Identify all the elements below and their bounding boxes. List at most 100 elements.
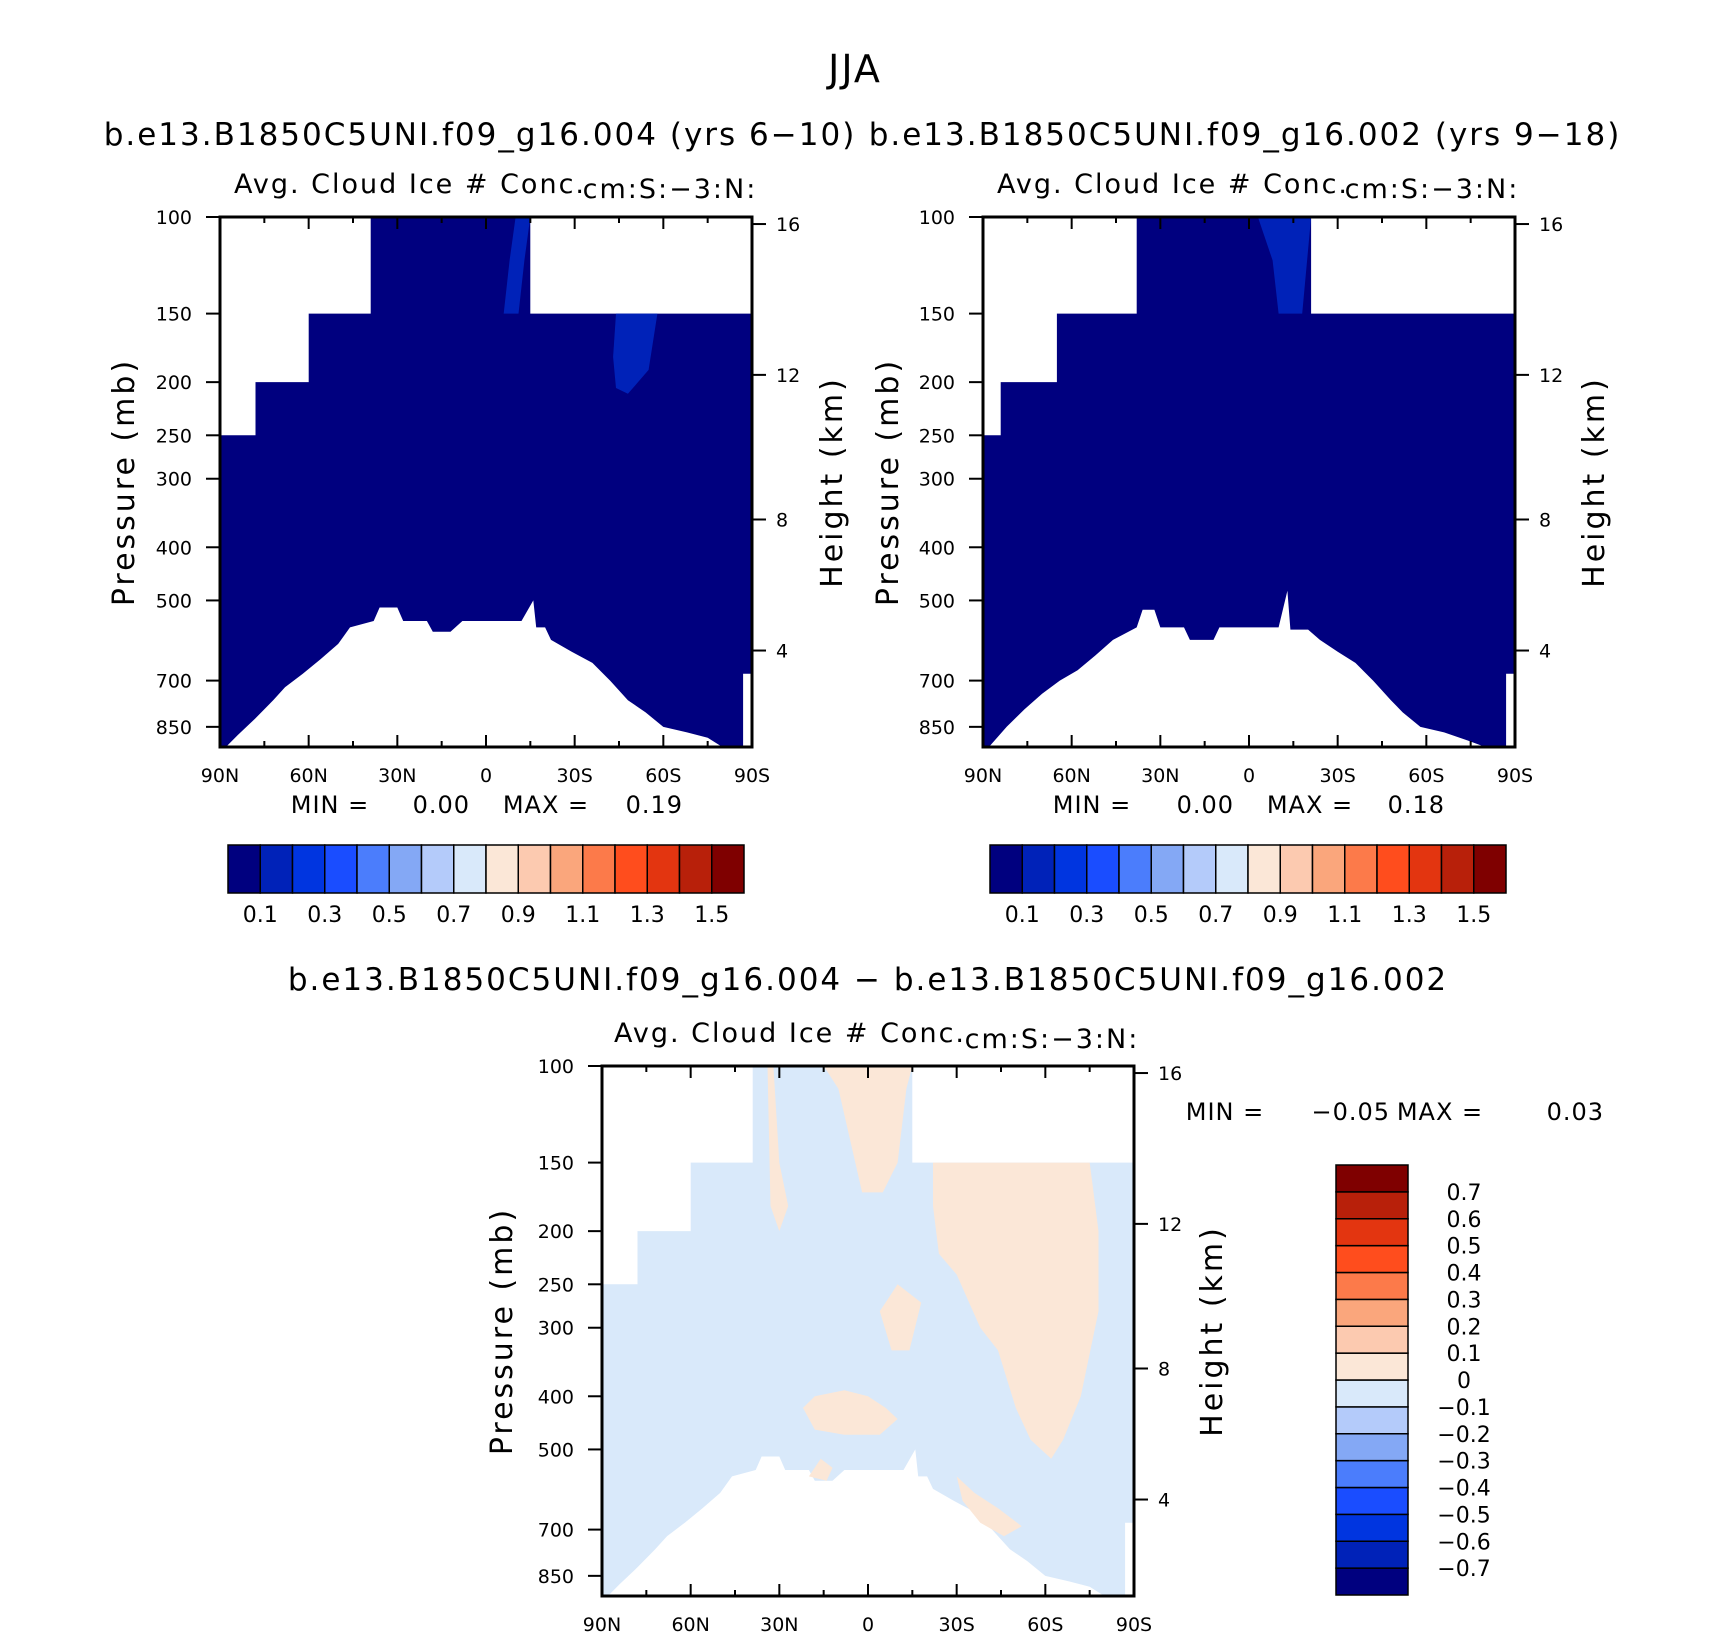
y-axis: 100 150 200 250 300 400 500 700 850 Pressure (mb) bbox=[871, 207, 983, 739]
colorbar-label: 0.5 bbox=[372, 903, 407, 928]
y-axis-title: Pressure (mb) bbox=[485, 1207, 520, 1455]
max-label: MAX = bbox=[1267, 791, 1353, 819]
colorbar-label: −0.6 bbox=[1437, 1530, 1490, 1555]
colorbar-label: −0.2 bbox=[1437, 1423, 1490, 1448]
min-label: MIN = bbox=[291, 791, 369, 819]
field-region bbox=[767, 1066, 789, 1232]
colorbar-label: 0.3 bbox=[1447, 1288, 1482, 1313]
x-tick-label: 90N bbox=[964, 765, 1002, 787]
y-tick-label: 150 bbox=[919, 304, 955, 326]
y-tick-label: 300 bbox=[156, 469, 192, 491]
y-tick-label: 250 bbox=[538, 1274, 574, 1296]
colorbar-box bbox=[1335, 1325, 1409, 1354]
colorbar-box bbox=[517, 844, 552, 894]
x-tick-label: 30N bbox=[378, 765, 416, 787]
y2-axis: 16 12 8 4 Height (km) bbox=[1515, 214, 1612, 663]
colorbar-box bbox=[1247, 844, 1281, 894]
colorbar-box bbox=[1086, 844, 1120, 894]
colorbar-label: 0.1 bbox=[1005, 903, 1040, 928]
colorbar-label: 1.3 bbox=[630, 903, 665, 928]
colorbar-box bbox=[1215, 844, 1249, 894]
y2-tick-label: 12 bbox=[776, 365, 800, 387]
y-tick-label: 150 bbox=[538, 1153, 574, 1175]
y-tick-label: 250 bbox=[156, 425, 192, 447]
colorbar-box bbox=[1279, 844, 1314, 894]
y-tick-label: 850 bbox=[919, 717, 955, 739]
colorbar-label: 0.7 bbox=[1447, 1181, 1482, 1206]
y-tick-label: 700 bbox=[919, 671, 955, 693]
y-axis-title: Pressure (mb) bbox=[107, 358, 142, 606]
panel-panel1: b.e13.B1850C5UNI.f09_g16.004 (yrs 6−10) A… bbox=[104, 117, 855, 928]
y2-tick-label: 12 bbox=[1158, 1214, 1182, 1236]
y-tick-label: 500 bbox=[538, 1439, 574, 1461]
x-tick-label: 60S bbox=[1027, 1614, 1063, 1636]
x-tick-label: 0 bbox=[1243, 765, 1255, 787]
colorbar-box bbox=[453, 844, 487, 894]
y-tick-label: 500 bbox=[919, 590, 955, 612]
y-tick-label: 400 bbox=[156, 537, 192, 559]
min-label: MIN = bbox=[1186, 1098, 1264, 1126]
field bbox=[983, 217, 1515, 747]
colorbar-box bbox=[1335, 1218, 1409, 1247]
colorbar-box bbox=[646, 844, 681, 894]
y-tick-label: 300 bbox=[538, 1318, 574, 1340]
field-region bbox=[808, 1458, 833, 1481]
y-tick-label: 400 bbox=[919, 537, 955, 559]
colorbar-box bbox=[1335, 1352, 1409, 1381]
y2-axis: 16 12 8 4 Height (km) bbox=[1134, 1063, 1230, 1512]
min-value: 0.00 bbox=[1177, 791, 1234, 819]
y2-axis-title: Height (km) bbox=[1577, 376, 1612, 588]
field-region bbox=[879, 1284, 922, 1351]
colorbar-label: 1.3 bbox=[1392, 903, 1427, 928]
colorbar-box bbox=[1021, 844, 1056, 894]
colorbar-box bbox=[485, 844, 519, 894]
panel-subtitle: Avg. Cloud Ice # Conc. bbox=[614, 1018, 966, 1049]
panel-units: cm:S:−3:N: bbox=[1345, 174, 1520, 205]
colorbar-label: −0.5 bbox=[1437, 1503, 1490, 1528]
max-value: 0.18 bbox=[1388, 791, 1445, 819]
colorbar-box bbox=[1440, 844, 1475, 894]
y-tick-label: 250 bbox=[919, 425, 955, 447]
max-value: 0.19 bbox=[626, 791, 683, 819]
colorbar-box bbox=[549, 844, 584, 894]
panel-panel2: b.e13.B1850C5UNI.f09_g16.002 (yrs 9−18) A… bbox=[869, 117, 1620, 928]
colorbar-box bbox=[420, 844, 455, 894]
x-axis: 90N 60N 30N 0 30S 60S 90S bbox=[201, 217, 770, 787]
colorbar-box bbox=[227, 844, 261, 894]
y2-tick-label: 4 bbox=[1539, 641, 1551, 663]
y2-axis-title: Height (km) bbox=[1195, 1225, 1230, 1437]
y-tick-label: 500 bbox=[156, 590, 192, 612]
field-region bbox=[933, 1162, 1099, 1459]
y2-tick-label: 12 bbox=[1539, 365, 1563, 387]
colorbar-box bbox=[1335, 1540, 1409, 1569]
y2-tick-label: 8 bbox=[776, 510, 788, 532]
y-tick-label: 300 bbox=[919, 469, 955, 491]
colorbar-label: 0.7 bbox=[436, 903, 471, 928]
field-region bbox=[956, 1476, 1022, 1537]
y-tick-label: 400 bbox=[538, 1386, 574, 1408]
colorbar-box bbox=[1335, 1191, 1409, 1220]
colorbar-label: −0.3 bbox=[1437, 1450, 1490, 1475]
field-region bbox=[613, 313, 658, 394]
colorbar-label: 1.1 bbox=[565, 903, 600, 928]
min-label: MIN = bbox=[1053, 791, 1131, 819]
x-tick-label: 30N bbox=[1141, 765, 1179, 787]
colorbar-box bbox=[989, 844, 1023, 894]
colorbar-label: −0.7 bbox=[1437, 1557, 1490, 1582]
y-tick-label: 200 bbox=[156, 372, 192, 394]
colorbar-label: 0.1 bbox=[1447, 1342, 1482, 1367]
colorbar-box bbox=[388, 844, 423, 894]
colorbar-box bbox=[1335, 1513, 1409, 1542]
y-tick-label: 850 bbox=[538, 1566, 574, 1588]
y-tick-label: 700 bbox=[156, 671, 192, 693]
colorbar-box bbox=[1335, 1433, 1409, 1462]
colorbar-label: 0 bbox=[1457, 1369, 1471, 1394]
colorbar-label: 0.1 bbox=[243, 903, 278, 928]
field-region bbox=[1257, 217, 1312, 314]
y2-tick-label: 16 bbox=[1539, 214, 1563, 236]
x-tick-label: 60N bbox=[1052, 765, 1090, 787]
colorbar-box bbox=[1053, 844, 1088, 894]
figure-title: JJA bbox=[826, 47, 882, 91]
y-axis-title: Pressure (mb) bbox=[871, 358, 906, 606]
x-tick-label: 0 bbox=[862, 1614, 874, 1636]
